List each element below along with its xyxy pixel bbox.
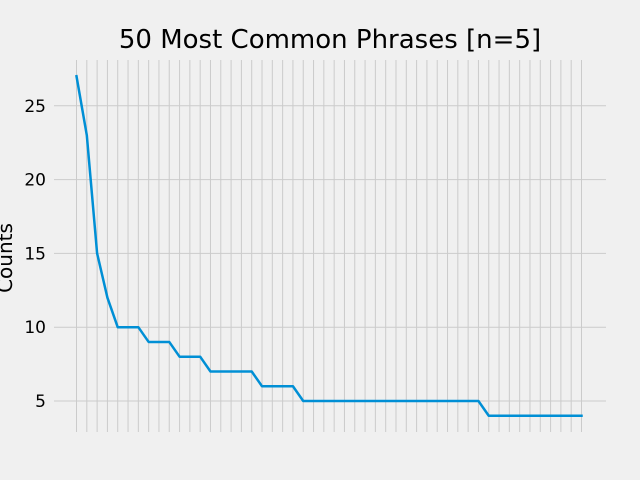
y-tick-label: 15 [24, 244, 46, 264]
y-tick-label: 20 [24, 171, 46, 191]
series-line [75, 74, 583, 418]
y-tick-labels: 5 10 15 20 25 [24, 97, 46, 412]
series-layer [75, 74, 583, 418]
y-tick-label: 5 [35, 392, 46, 412]
y-axis-label: Counts [0, 223, 17, 293]
grid [54, 60, 606, 432]
y-tick-label: 10 [24, 318, 46, 338]
y-tick-label: 25 [24, 97, 46, 117]
chart-title: 50 Most Common Phrases [n=5] [119, 25, 541, 55]
